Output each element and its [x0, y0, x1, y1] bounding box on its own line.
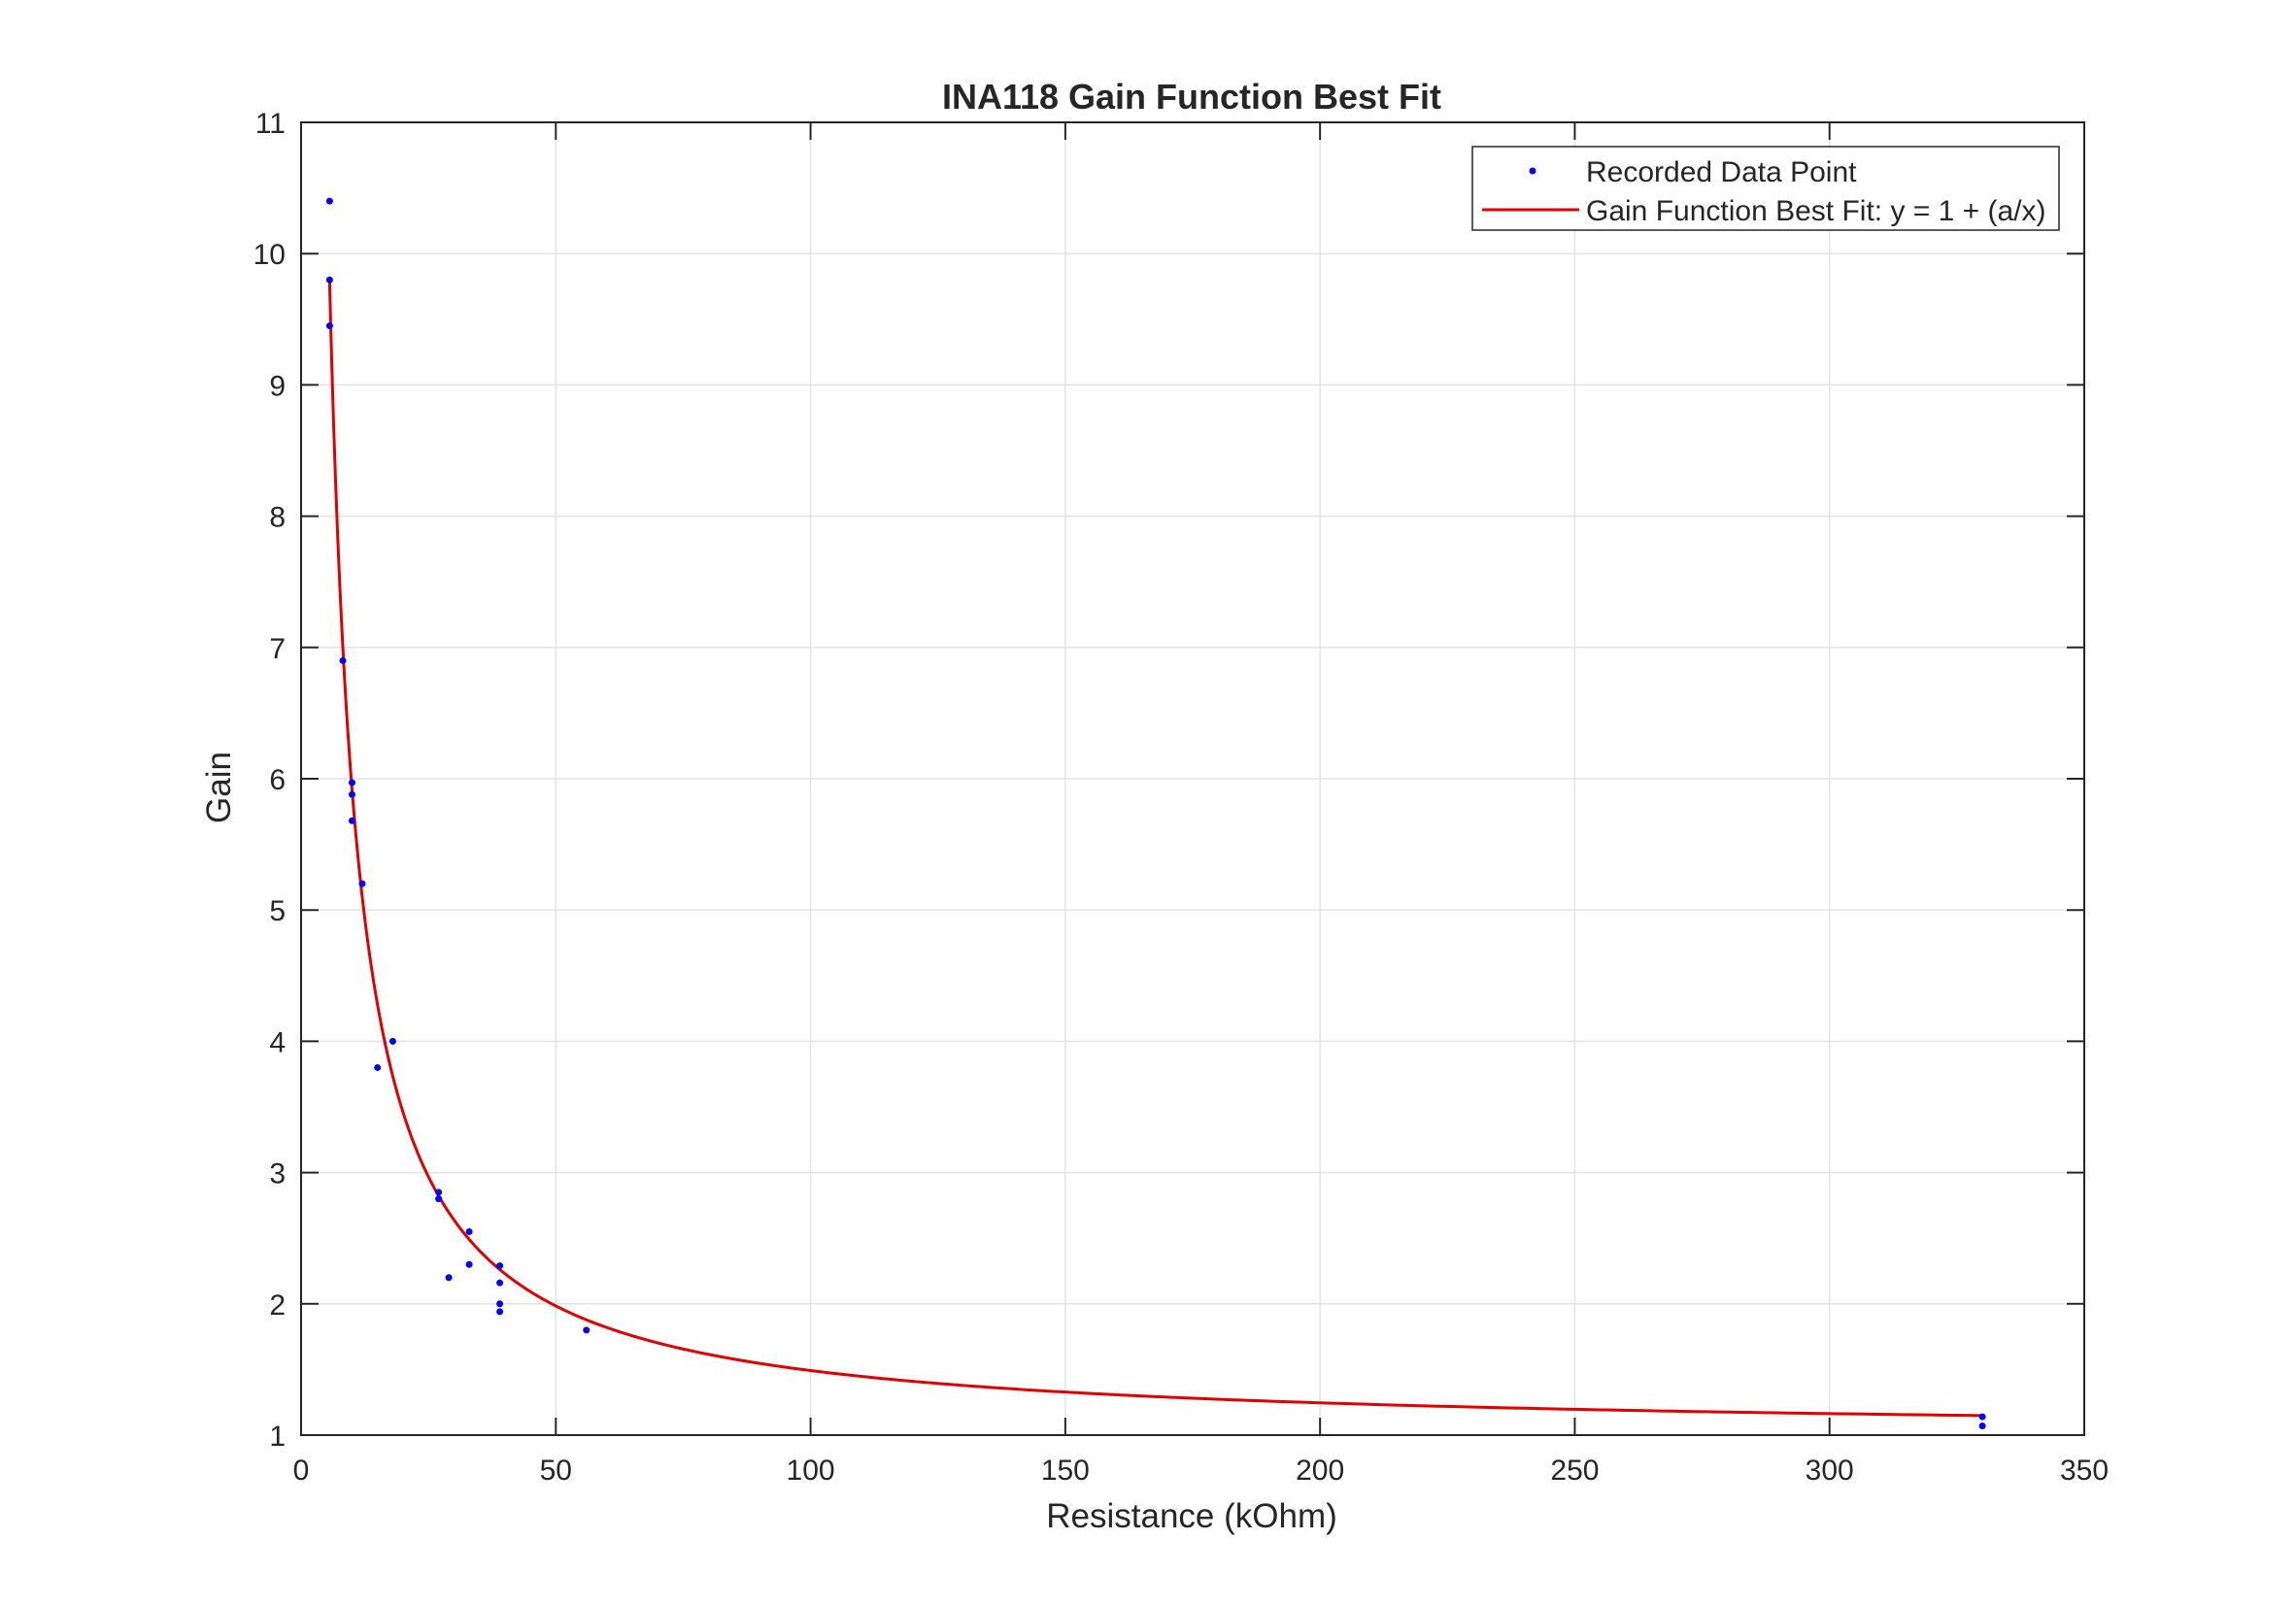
- x-tick-label: 0: [293, 1455, 310, 1487]
- y-tick-label: 5: [269, 895, 286, 927]
- data-point: [348, 779, 355, 787]
- fit-curve: [327, 282, 1983, 1418]
- data-point: [496, 1279, 504, 1287]
- tick-marks: [300, 121, 2085, 1436]
- legend-box: [1471, 146, 2060, 231]
- y-tick-label: 7: [269, 633, 286, 665]
- data-point: [339, 656, 347, 664]
- data-point: [435, 1195, 443, 1203]
- legend-marker-points: [1529, 167, 1536, 175]
- x-axis-label: Resistance (kOhm): [1046, 1497, 1337, 1535]
- x-tick-label: 150: [1041, 1455, 1090, 1487]
- x-tick-label: 100: [787, 1455, 835, 1487]
- data-point: [358, 880, 366, 887]
- y-tick-labels: 1 2 3 4 5 6 7 8 9 10 11: [253, 108, 286, 1453]
- x-tick-label: 250: [1550, 1455, 1599, 1487]
- y-tick-label: 9: [269, 370, 286, 402]
- data-point: [325, 276, 333, 284]
- data-point: [348, 817, 355, 824]
- data-point: [445, 1274, 453, 1282]
- data-point: [388, 1037, 396, 1045]
- data-point: [325, 322, 333, 330]
- y-tick-label: 11: [255, 108, 286, 140]
- x-tick-label: 300: [1806, 1455, 1854, 1487]
- data-point: [465, 1227, 473, 1235]
- y-tick-label: 3: [269, 1158, 286, 1190]
- y-tick-label: 10: [253, 239, 286, 271]
- legend-entry-fit: Gain Function Best Fit: y = 1 + (a/x): [1586, 195, 2046, 227]
- y-tick-label: 2: [269, 1289, 286, 1322]
- data-point: [496, 1262, 504, 1270]
- data-point: [374, 1063, 382, 1071]
- data-point: [496, 1308, 504, 1316]
- data-point: [583, 1326, 591, 1334]
- y-tick-label: 1: [269, 1421, 286, 1453]
- grid: [301, 122, 2084, 1435]
- data-point: [435, 1189, 443, 1196]
- data-points-layer: [325, 197, 1986, 1430]
- data-point: [1978, 1413, 1986, 1421]
- x-tick-label: 50: [540, 1455, 572, 1487]
- chart-title: INA118 Gain Function Best Fit: [942, 77, 1441, 117]
- data-point: [496, 1300, 504, 1308]
- x-tick-label: 200: [1296, 1455, 1344, 1487]
- x-tick-labels: 0 50 100 150 200 250 300 350: [293, 1455, 2109, 1487]
- data-point: [465, 1260, 473, 1268]
- legend-entry-points: Recorded Data Point: [1586, 156, 1857, 188]
- x-tick-label: 350: [2060, 1455, 2109, 1487]
- legend: Recorded Data Point Gain Function Best F…: [1471, 146, 2060, 231]
- y-tick-label: 8: [269, 502, 286, 534]
- y-tick-label: 6: [269, 764, 286, 796]
- y-axis-label: Gain: [200, 752, 238, 823]
- data-point: [348, 790, 355, 798]
- fit-curve-layer: [327, 282, 1983, 1418]
- y-tick-label: 4: [269, 1026, 286, 1058]
- data-point: [1978, 1423, 1986, 1430]
- data-point: [325, 197, 333, 205]
